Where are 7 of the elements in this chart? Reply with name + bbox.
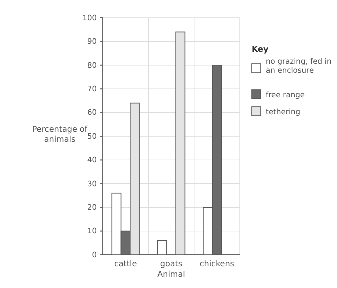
y-axis-title: Percentage of animals <box>32 125 88 144</box>
x-tick-label: goats <box>160 260 183 269</box>
x-axis-title: Animal <box>158 270 186 279</box>
x-tick-label: chickens <box>200 260 234 269</box>
x-tick-label: cattle <box>114 260 138 269</box>
legend-title: Key <box>252 45 270 54</box>
bar <box>157 240 168 256</box>
